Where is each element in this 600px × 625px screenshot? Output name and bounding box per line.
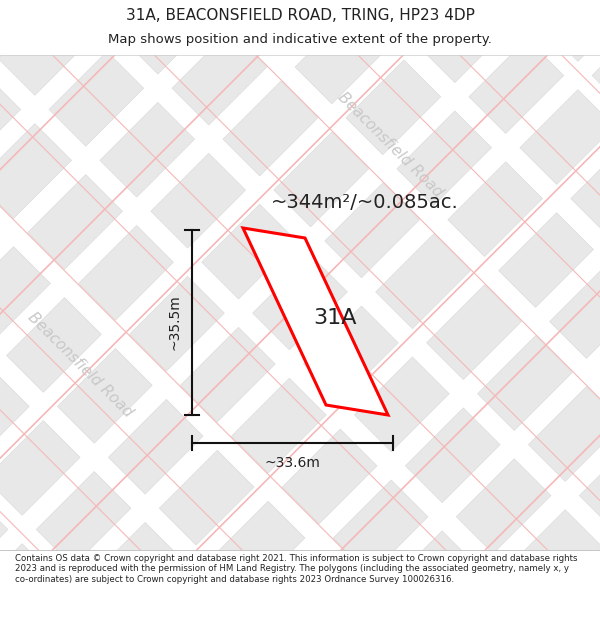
Text: 31A: 31A (313, 308, 357, 328)
Polygon shape (312, 603, 407, 625)
Polygon shape (0, 421, 80, 516)
Polygon shape (295, 9, 390, 104)
Polygon shape (283, 429, 377, 524)
Polygon shape (499, 213, 593, 308)
Polygon shape (427, 285, 521, 379)
Polygon shape (490, 0, 585, 11)
Polygon shape (529, 387, 600, 481)
Polygon shape (384, 531, 479, 625)
Polygon shape (478, 336, 572, 431)
Polygon shape (571, 141, 600, 236)
Polygon shape (15, 594, 110, 625)
Polygon shape (36, 471, 131, 566)
Polygon shape (109, 399, 203, 494)
Polygon shape (507, 509, 600, 604)
Polygon shape (232, 378, 326, 473)
Polygon shape (333, 480, 428, 575)
Polygon shape (0, 124, 71, 218)
Polygon shape (397, 111, 491, 206)
Polygon shape (28, 174, 122, 269)
Polygon shape (541, 0, 600, 61)
Text: Beaconsfield Road: Beaconsfield Road (335, 90, 445, 200)
Polygon shape (550, 264, 600, 358)
Polygon shape (223, 81, 317, 176)
Polygon shape (0, 492, 8, 588)
Polygon shape (181, 328, 275, 422)
Polygon shape (0, 247, 50, 341)
Polygon shape (261, 552, 356, 625)
Polygon shape (0, 1, 93, 96)
Text: ~33.6m: ~33.6m (265, 456, 320, 470)
Polygon shape (274, 132, 368, 227)
Polygon shape (243, 228, 388, 415)
Text: Beaconsfield Road: Beaconsfield Road (25, 310, 135, 420)
Polygon shape (130, 276, 224, 371)
Text: Contains OS data © Crown copyright and database right 2021. This information is : Contains OS data © Crown copyright and d… (15, 554, 577, 584)
Polygon shape (87, 522, 182, 617)
Polygon shape (210, 501, 305, 596)
Polygon shape (376, 234, 470, 329)
Text: 31A, BEACONSFIELD ROAD, TRING, HP23 4DP: 31A, BEACONSFIELD ROAD, TRING, HP23 4DP (125, 8, 475, 23)
Polygon shape (435, 582, 530, 625)
Polygon shape (159, 450, 254, 545)
Polygon shape (7, 298, 101, 392)
Polygon shape (469, 39, 564, 134)
Text: ~344m²/~0.085ac.: ~344m²/~0.085ac. (271, 194, 459, 213)
Polygon shape (138, 573, 233, 625)
Polygon shape (79, 226, 173, 320)
Polygon shape (100, 102, 194, 197)
Polygon shape (151, 153, 245, 248)
Polygon shape (244, 0, 339, 53)
Polygon shape (121, 0, 216, 74)
Polygon shape (592, 18, 600, 112)
Polygon shape (406, 408, 500, 502)
Polygon shape (346, 60, 441, 155)
Polygon shape (172, 30, 267, 125)
Polygon shape (456, 459, 551, 554)
Polygon shape (0, 544, 59, 625)
Polygon shape (580, 438, 600, 532)
Polygon shape (325, 183, 419, 278)
Polygon shape (0, 369, 29, 464)
Polygon shape (70, 0, 165, 23)
Polygon shape (558, 561, 600, 625)
Polygon shape (418, 0, 513, 82)
Polygon shape (202, 204, 296, 299)
Polygon shape (367, 0, 462, 32)
Polygon shape (189, 624, 284, 625)
Text: Map shows position and indicative extent of the property.: Map shows position and indicative extent… (108, 33, 492, 46)
Polygon shape (0, 0, 42, 44)
Polygon shape (448, 162, 542, 256)
Polygon shape (58, 349, 152, 443)
Text: ~35.5m: ~35.5m (167, 294, 181, 351)
Polygon shape (49, 51, 144, 146)
Polygon shape (253, 255, 347, 350)
Polygon shape (0, 72, 20, 168)
Polygon shape (193, 0, 288, 2)
Polygon shape (304, 306, 398, 401)
Polygon shape (355, 357, 449, 452)
Polygon shape (520, 89, 600, 184)
